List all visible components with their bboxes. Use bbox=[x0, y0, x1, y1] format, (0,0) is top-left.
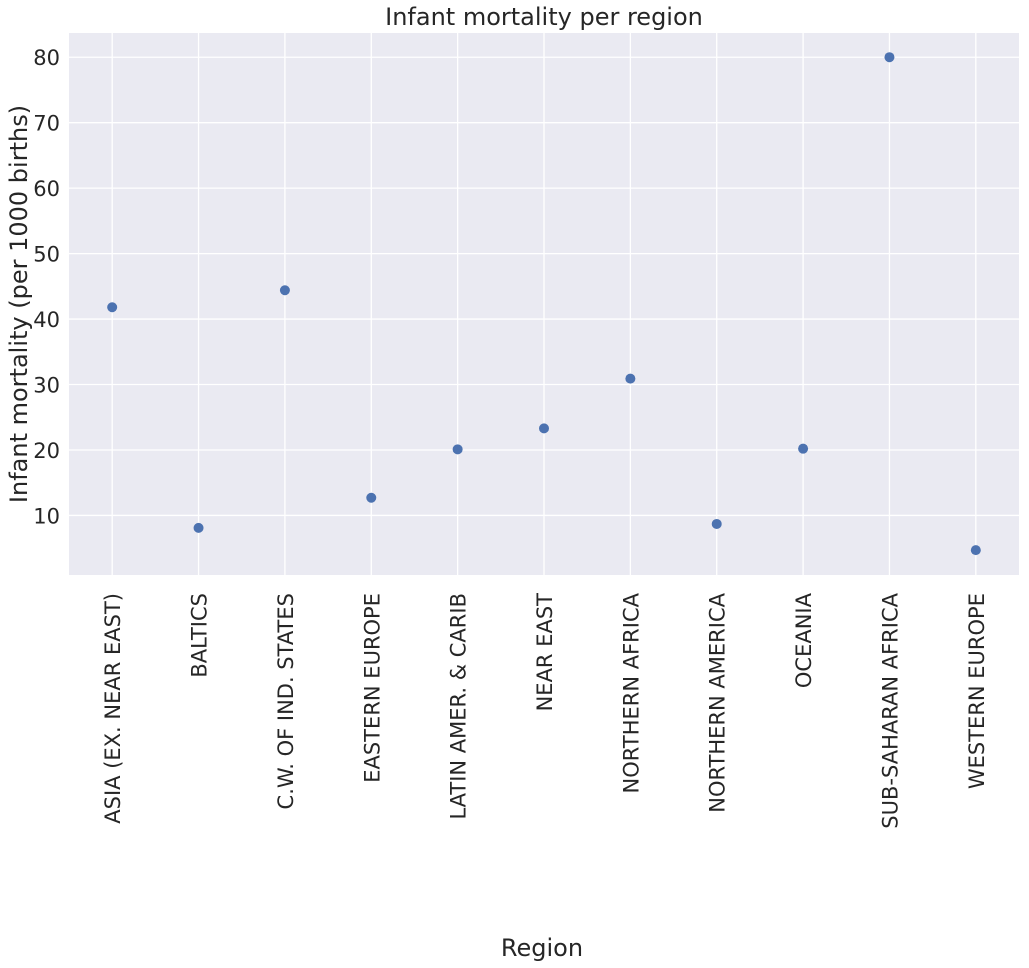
x-tick-label: OCEANIA bbox=[792, 592, 816, 688]
y-tick-labels: 10 20 30 40 50 60 70 80 bbox=[33, 46, 60, 528]
x-tick-label: BALTICS bbox=[188, 593, 212, 678]
x-tick-label: WESTERN EUROPE bbox=[965, 593, 989, 789]
y-tick-label: 10 bbox=[33, 504, 60, 528]
x-tick-label: ASIA (EX. NEAR EAST) bbox=[101, 593, 125, 824]
data-point bbox=[366, 492, 377, 503]
x-tick-label: LATIN AMER. & CARIB bbox=[447, 593, 471, 820]
x-tick-label: NEAR EAST bbox=[533, 593, 557, 712]
data-points bbox=[107, 52, 981, 556]
data-point bbox=[884, 52, 895, 63]
x-tick-label: NORTHERN AFRICA bbox=[619, 592, 643, 793]
x-tick-label: EASTERN EUROPE bbox=[360, 593, 384, 783]
y-axis-label: Infant mortality (per 1000 births) bbox=[5, 105, 33, 503]
x-tick-label: C.W. OF IND. STATES bbox=[274, 593, 298, 809]
data-point bbox=[193, 522, 204, 533]
data-point bbox=[798, 443, 809, 454]
chart-title: Infant mortality per region bbox=[385, 3, 703, 31]
y-tick-label: 30 bbox=[33, 374, 60, 398]
x-tick-labels: ASIA (EX. NEAR EAST) BALTICS C.W. OF IND. … bbox=[101, 592, 989, 828]
x-tick-label: NORTHERN AMERICA bbox=[706, 592, 730, 812]
x-axis-label: Region bbox=[501, 934, 583, 962]
x-tick-label: SUB-SAHARAN AFRICA bbox=[878, 592, 902, 828]
data-point bbox=[970, 545, 981, 556]
data-point bbox=[539, 423, 549, 434]
y-tick-label: 40 bbox=[33, 308, 60, 332]
data-point bbox=[625, 373, 636, 384]
data-point bbox=[107, 302, 118, 313]
y-tick-label: 50 bbox=[33, 243, 60, 267]
x-grid bbox=[111, 33, 977, 575]
data-point bbox=[452, 444, 463, 455]
y-tick-label: 60 bbox=[33, 177, 60, 201]
data-point bbox=[711, 518, 722, 529]
y-tick-label: 70 bbox=[33, 112, 60, 136]
data-point bbox=[279, 285, 290, 296]
y-tick-label: 80 bbox=[33, 46, 60, 70]
y-tick-label: 20 bbox=[33, 439, 60, 463]
